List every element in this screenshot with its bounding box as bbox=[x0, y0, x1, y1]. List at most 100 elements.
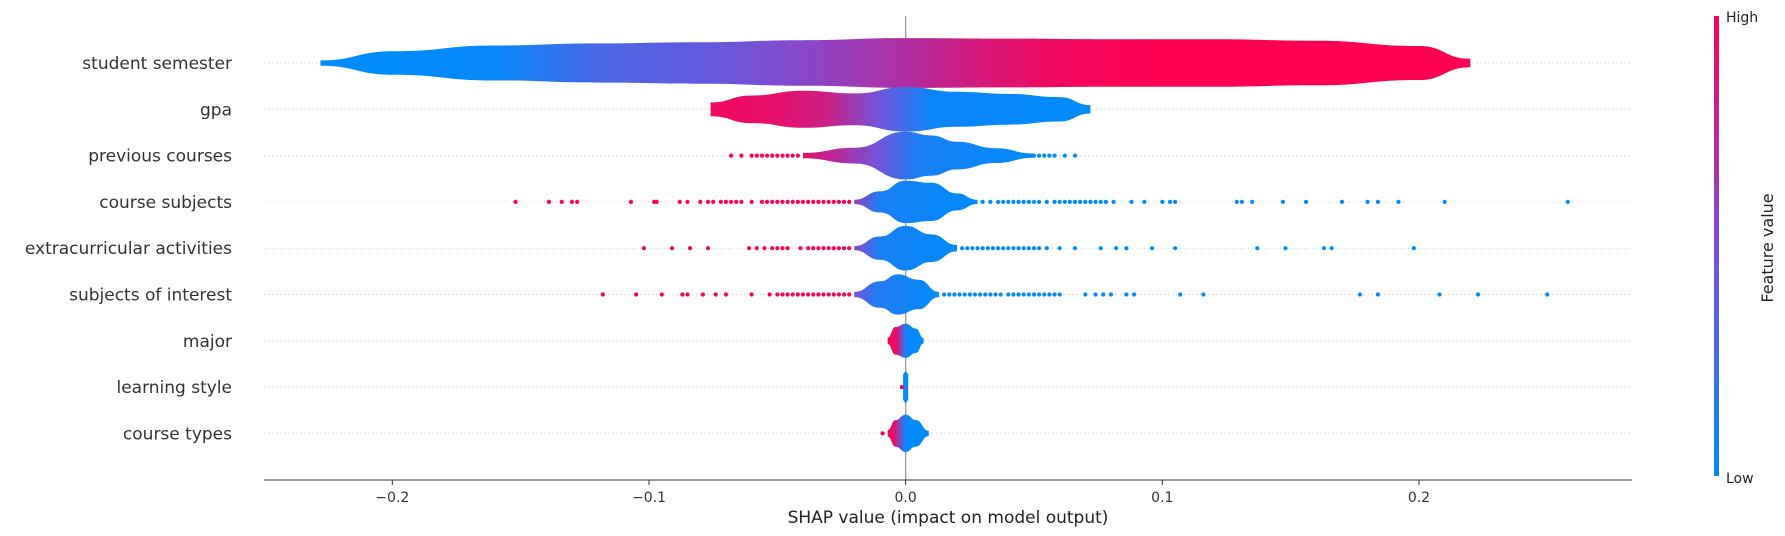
data-point bbox=[754, 153, 759, 158]
data-point bbox=[800, 292, 806, 297]
data-point bbox=[847, 199, 852, 204]
data-point bbox=[821, 246, 826, 251]
data-point bbox=[836, 246, 842, 251]
data-point bbox=[1098, 199, 1103, 204]
data-point bbox=[841, 292, 847, 297]
data-point bbox=[1124, 292, 1129, 297]
data-point bbox=[1108, 292, 1114, 297]
data-point bbox=[1411, 246, 1416, 251]
data-point bbox=[1124, 246, 1129, 251]
data-point bbox=[1131, 292, 1137, 297]
data-point bbox=[780, 153, 785, 158]
data-point bbox=[899, 385, 904, 390]
data-point bbox=[764, 199, 770, 204]
data-point bbox=[983, 292, 988, 297]
data-point bbox=[1565, 199, 1570, 204]
feature-label-course-subjects: course subjects bbox=[99, 193, 232, 213]
data-point bbox=[1255, 246, 1260, 251]
data-point bbox=[1173, 246, 1178, 251]
data-point bbox=[718, 199, 723, 204]
data-point bbox=[559, 199, 564, 204]
data-point bbox=[1173, 199, 1178, 204]
data-point bbox=[1357, 292, 1363, 297]
data-point bbox=[811, 199, 816, 204]
data-point bbox=[685, 199, 690, 204]
data-point bbox=[1026, 246, 1031, 251]
feature-label-subjects-of-interest: subjects of interest bbox=[69, 286, 232, 306]
data-point bbox=[975, 246, 980, 251]
data-point bbox=[1042, 153, 1047, 158]
data-point bbox=[811, 246, 816, 251]
data-point bbox=[1047, 292, 1052, 297]
data-point bbox=[995, 199, 1001, 204]
data-point bbox=[880, 431, 885, 436]
data-point bbox=[1083, 199, 1088, 204]
data-point bbox=[785, 199, 790, 204]
data-point bbox=[1037, 246, 1042, 251]
data-point bbox=[1103, 199, 1108, 204]
data-point bbox=[1442, 199, 1447, 204]
data-point bbox=[965, 246, 970, 251]
data-point bbox=[764, 153, 770, 158]
data-point bbox=[1201, 292, 1206, 297]
x-tick-label: 0.0 bbox=[895, 490, 917, 506]
data-point bbox=[847, 292, 852, 297]
data-point bbox=[831, 199, 836, 204]
data-point bbox=[993, 292, 998, 297]
data-point bbox=[1160, 199, 1165, 204]
data-point bbox=[1052, 199, 1057, 204]
data-point bbox=[831, 292, 836, 297]
data-point bbox=[1026, 199, 1031, 204]
data-point bbox=[1031, 199, 1037, 204]
feature-label-major: major bbox=[183, 332, 232, 352]
data-point bbox=[1037, 292, 1042, 297]
data-point bbox=[739, 199, 744, 204]
violins bbox=[320, 38, 1471, 452]
data-point bbox=[1072, 153, 1078, 158]
data-point bbox=[749, 153, 754, 158]
data-point bbox=[1114, 246, 1119, 251]
data-point bbox=[1011, 246, 1016, 251]
data-point bbox=[1021, 199, 1026, 204]
colorbar-title: Feature value bbox=[1758, 193, 1777, 302]
data-point bbox=[826, 199, 831, 204]
data-point bbox=[1101, 292, 1106, 297]
data-point bbox=[775, 246, 780, 251]
data-point bbox=[754, 246, 759, 251]
data-point bbox=[985, 246, 990, 251]
x-tick-label: −0.1 bbox=[632, 490, 666, 506]
data-point bbox=[723, 199, 729, 204]
data-point bbox=[841, 199, 847, 204]
data-point bbox=[952, 292, 957, 297]
colorbar-gradient bbox=[1714, 16, 1719, 476]
violin-student-semester bbox=[320, 38, 1471, 88]
data-point bbox=[1011, 292, 1016, 297]
data-point bbox=[1052, 153, 1057, 158]
data-point bbox=[729, 199, 734, 204]
data-point bbox=[1375, 199, 1381, 204]
data-point bbox=[821, 292, 826, 297]
data-point bbox=[1321, 246, 1327, 251]
data-point bbox=[1329, 246, 1334, 251]
data-point bbox=[723, 292, 729, 297]
violin-gpa bbox=[710, 87, 1091, 132]
data-point bbox=[847, 246, 852, 251]
data-point bbox=[1047, 153, 1052, 158]
data-point bbox=[970, 246, 975, 251]
data-point bbox=[659, 292, 664, 297]
data-point bbox=[1396, 199, 1401, 204]
data-point bbox=[1375, 292, 1381, 297]
data-point bbox=[960, 246, 965, 251]
feature-labels: student semester gpa previous courses cours… bbox=[25, 54, 232, 444]
data-point bbox=[800, 199, 806, 204]
data-point bbox=[713, 292, 718, 297]
data-point bbox=[1021, 246, 1026, 251]
data-point bbox=[775, 153, 780, 158]
data-point bbox=[831, 246, 836, 251]
data-point bbox=[749, 292, 754, 297]
data-point bbox=[1072, 199, 1078, 204]
data-point bbox=[680, 292, 685, 297]
data-point bbox=[762, 246, 767, 251]
x-axis-title: SHAP value (impact on model output) bbox=[788, 508, 1109, 528]
